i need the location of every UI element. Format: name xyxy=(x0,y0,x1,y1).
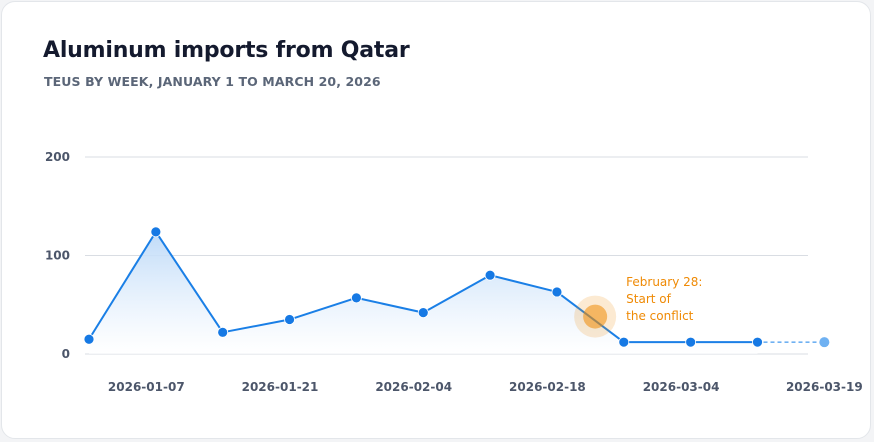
y-tick-label: 0 xyxy=(62,347,70,361)
data-point xyxy=(551,286,563,298)
x-tick-label: 2026-02-04 xyxy=(375,380,452,394)
highlight-marker xyxy=(583,304,608,329)
y-tick-label: 200 xyxy=(45,150,70,164)
x-tick-label: 2026-01-07 xyxy=(108,380,185,394)
y-tick-label: 100 xyxy=(45,249,70,263)
data-point xyxy=(417,307,429,319)
data-point xyxy=(217,326,229,338)
data-point xyxy=(350,292,362,304)
annotation-label: Start of xyxy=(626,292,671,306)
data-point xyxy=(618,336,630,348)
data-point xyxy=(752,336,763,348)
data-point xyxy=(685,336,697,348)
annotation-label: February 28: xyxy=(626,275,702,289)
data-point xyxy=(83,333,95,345)
x-tick-label: 2026-03-19 xyxy=(786,380,863,394)
chart-subtitle: TEUS BY WEEK, JANUARY 1 TO MARCH 20, 202… xyxy=(44,74,381,89)
x-tick-label: 2026-01-21 xyxy=(242,380,319,394)
data-point xyxy=(484,269,496,281)
x-tick-label: 2026-02-18 xyxy=(509,380,586,394)
annotation-label: the conflict xyxy=(626,309,694,323)
data-point xyxy=(150,226,162,238)
data-point xyxy=(284,314,295,325)
x-tick-label: 2026-03-04 xyxy=(643,380,720,394)
projection-point xyxy=(819,337,830,348)
chart-title: Aluminum imports from Qatar xyxy=(43,38,410,63)
